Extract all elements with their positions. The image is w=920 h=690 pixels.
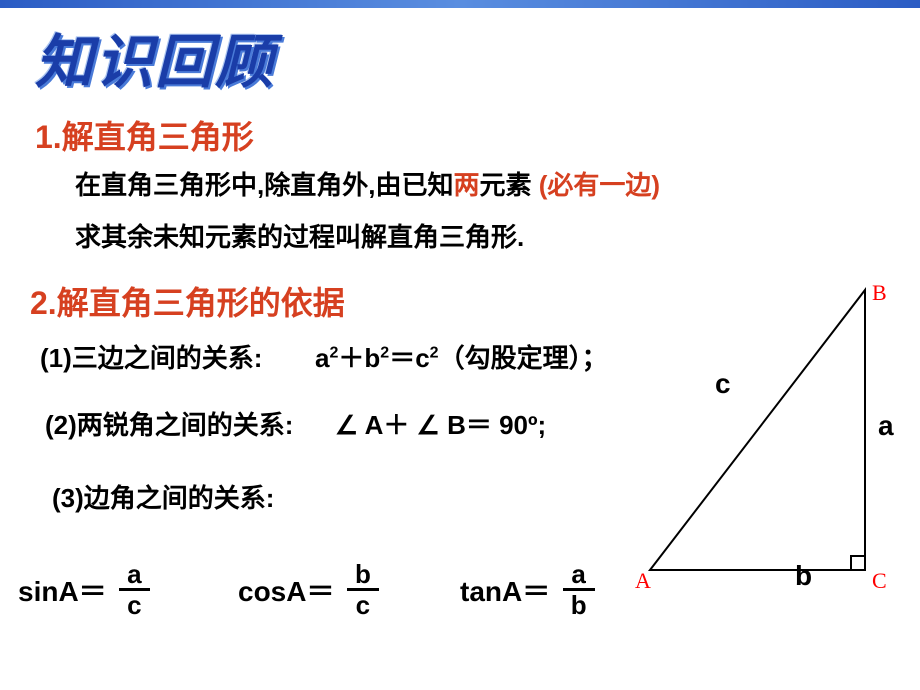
triangle-svg <box>640 280 900 590</box>
formula1-a: a <box>315 343 329 373</box>
section2-heading: 2.解直角三角形的依据 <box>30 278 345 324</box>
section2-number: 2. <box>30 285 57 321</box>
section1-number: 1. <box>35 119 62 155</box>
cos-denominator: c <box>347 591 379 619</box>
formula1-exp-c: 2 <box>430 344 439 361</box>
item1-label: (1)三边之间的关系: <box>40 338 262 375</box>
section1-heading: 1.解直角三角形 <box>35 112 254 158</box>
sin-function: sinA＝ <box>18 570 107 610</box>
vertex-C-label: C <box>872 568 887 594</box>
line1-pre: 在直角三角形中,除直角外,由已知 <box>75 170 453 200</box>
sin-denominator: c <box>119 591 149 619</box>
trig-cos: cosA＝ b c <box>238 560 379 619</box>
triangle-shape <box>650 290 865 570</box>
side-b-label: b <box>795 560 812 592</box>
formula1-c: c <box>415 343 429 373</box>
section1-line2: 求其余未知元素的过程叫解直角三角形. <box>75 217 524 254</box>
line1-post: 元素 <box>479 170 531 200</box>
vertex-A-label: A <box>635 568 651 594</box>
right-triangle-diagram: B A C c a b <box>640 280 900 590</box>
formula1-note: （勾股定理）； <box>439 343 608 373</box>
item1-formula: a2＋b2＝c2（勾股定理）； <box>315 338 608 375</box>
tan-function: tanA＝ <box>460 570 550 610</box>
sin-fraction: a c <box>119 560 149 619</box>
trig-sin: sinA＝ a c <box>18 560 150 619</box>
top-border-bar <box>0 0 920 8</box>
cos-numerator: b <box>347 560 379 588</box>
tan-denominator: b <box>563 591 595 619</box>
cos-fraction: b c <box>347 560 379 619</box>
section1-title-text: 解直角三角形 <box>62 119 254 155</box>
section2-title-text: 解直角三角形的依据 <box>57 285 345 321</box>
formula1-b: b <box>364 343 380 373</box>
item2-label: (2)两锐角之间的关系: <box>45 405 293 442</box>
trig-tan: tanA＝ a b <box>460 560 595 619</box>
formula1-plus: ＋ <box>338 343 364 373</box>
formula1-eq: ＝ <box>389 343 415 373</box>
side-c-label: c <box>715 368 731 400</box>
item3-label: (3)边角之间的关系: <box>52 478 274 515</box>
slide-title-art: 知识回顾 <box>35 15 275 99</box>
item2-formula: ∠ A＋ ∠ B＝ 90º; <box>335 405 546 442</box>
vertex-B-label: B <box>872 280 887 306</box>
section1-line1: 在直角三角形中,除直角外,由已知两元素 (必有一边) <box>75 165 660 202</box>
line1-note: (必有一边) <box>539 170 660 200</box>
line1-red-word: 两 <box>453 170 479 200</box>
formula1-exp-b: 2 <box>380 344 389 361</box>
side-a-label: a <box>878 410 894 442</box>
cos-function: cosA＝ <box>238 570 334 610</box>
tan-numerator: a <box>563 560 595 588</box>
sin-numerator: a <box>119 560 149 588</box>
tan-fraction: a b <box>563 560 595 619</box>
right-angle-mark <box>851 556 865 570</box>
